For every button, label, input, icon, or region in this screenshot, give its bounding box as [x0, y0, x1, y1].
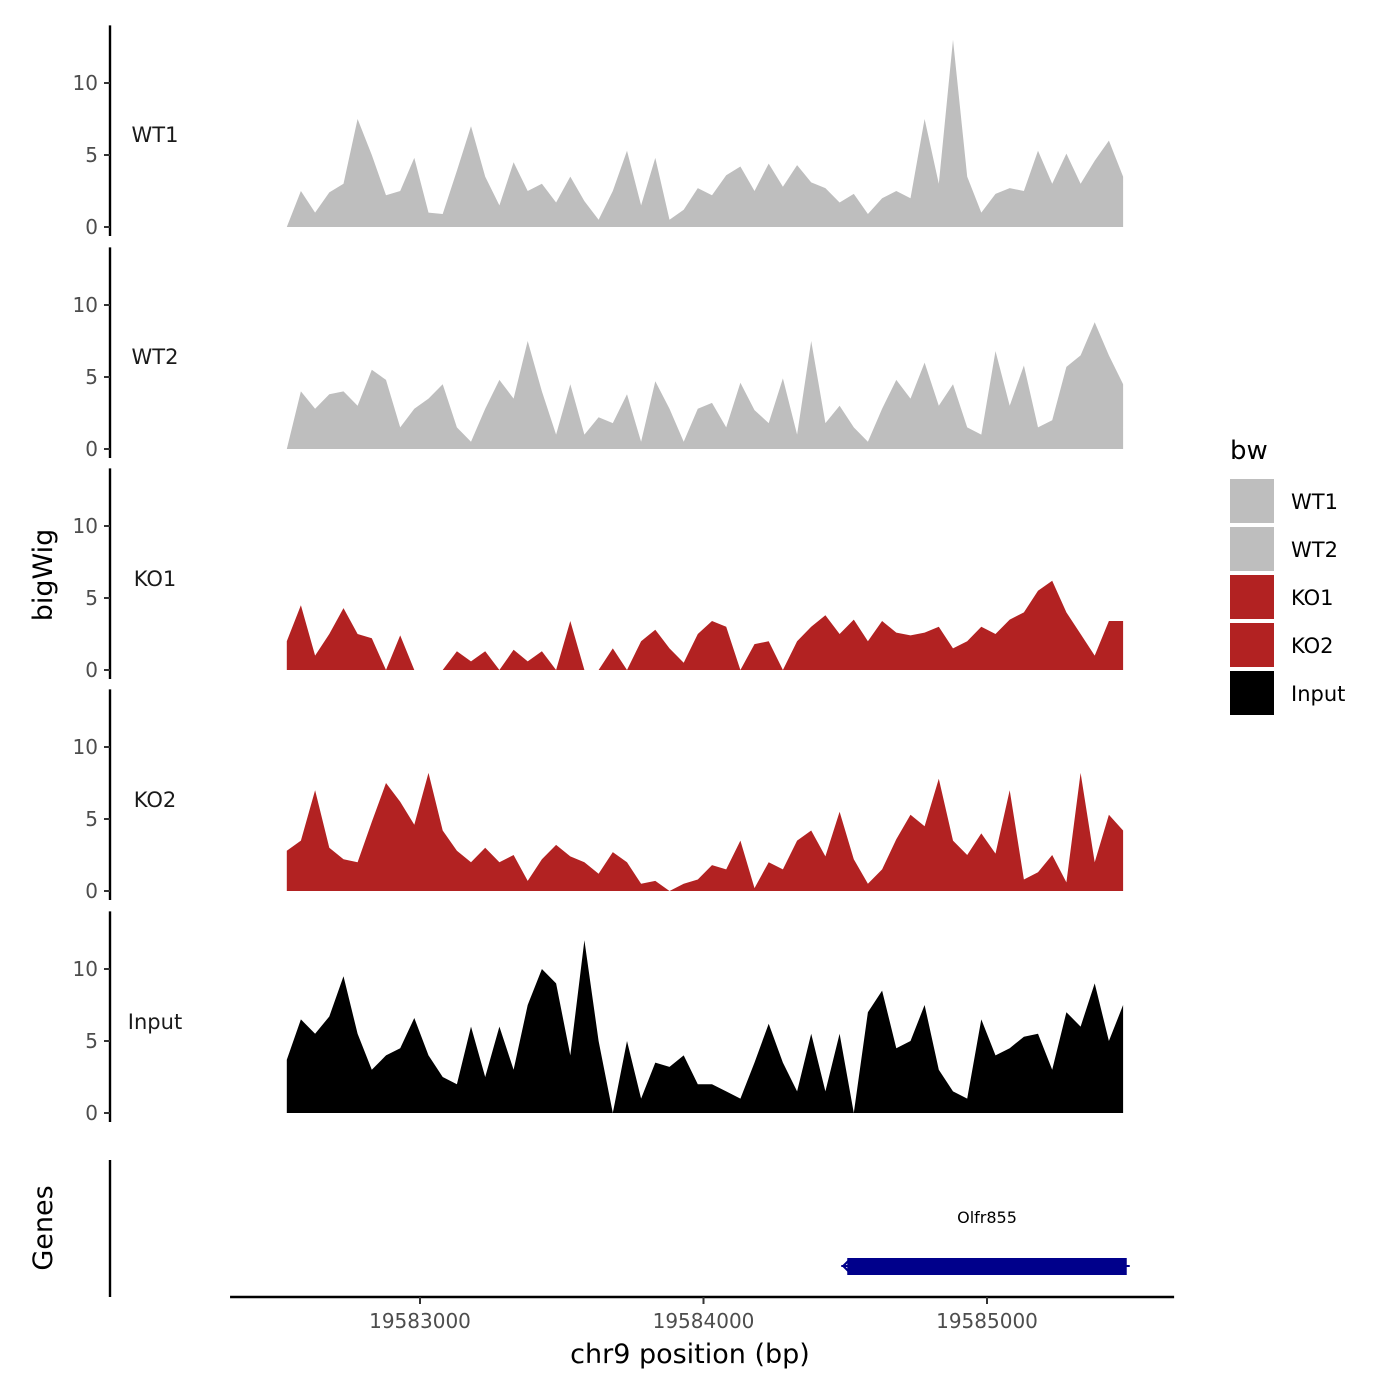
panel-label-ko1: KO1 [134, 567, 177, 591]
signal-area-wt2 [286, 322, 1124, 449]
y-tick-label: 5 [85, 365, 98, 389]
y-axis-title: bigWig [28, 529, 59, 622]
panel-label-input: Input [128, 1010, 182, 1034]
gene-olfr855: Olfr855 [841, 1208, 1130, 1275]
track-panel-ko2: 0 5 10 KO2 [73, 689, 1124, 903]
y-tick-label: 10 [73, 957, 98, 981]
y-tick-label: 0 [85, 437, 98, 461]
signal-area-ko1 [286, 580, 1124, 670]
legend-label: WT1 [1291, 490, 1338, 514]
y-tick-label: 10 [73, 71, 98, 95]
x-tick-label: 19585000 [936, 1309, 1038, 1333]
signal-area-wt1 [286, 39, 1124, 227]
y-tick-label: 0 [85, 1101, 98, 1125]
legend-swatch [1230, 623, 1274, 667]
panel-label-ko2: KO2 [134, 788, 177, 812]
y-tick-label: 10 [73, 735, 98, 759]
y-tick-label: 5 [85, 1029, 98, 1053]
legend-swatch [1230, 575, 1274, 619]
panel-label-wt2: WT2 [132, 345, 179, 369]
legend-swatch [1230, 479, 1274, 523]
legend-swatch [1230, 671, 1274, 715]
legend-item-input: Input [1230, 671, 1345, 715]
y-tick-label: 0 [85, 658, 98, 682]
y-tick-label: 5 [85, 586, 98, 610]
y-tick-label: 10 [73, 514, 98, 538]
legend-title: bw [1230, 436, 1268, 466]
x-tick-label: 19584000 [653, 1309, 755, 1333]
legend-swatch [1230, 527, 1274, 571]
signal-area-input [286, 940, 1124, 1113]
x-tick-label: 19583000 [369, 1309, 471, 1333]
track-panel-wt1: 0 5 10 WT1 [73, 25, 1124, 239]
legend-label: Input [1291, 682, 1345, 706]
legend-item-wt1: WT1 [1230, 479, 1338, 523]
y-tick-label: 0 [85, 215, 98, 239]
legend-item-wt2: WT2 [1230, 527, 1338, 571]
track-panel-ko1: 0 5 10 KO1 [73, 468, 1124, 682]
y-tick-label: 5 [85, 143, 98, 167]
genes-axis-title: Genes [28, 1185, 59, 1270]
y-tick-label: 5 [85, 807, 98, 831]
x-axis-title: chr9 position (bp) [570, 1339, 810, 1370]
track-panel-input: 0 5 10 Input [73, 911, 1124, 1125]
track-panel-wt2: 0 5 10 WT2 [73, 247, 1124, 461]
legend-label: KO2 [1291, 634, 1334, 658]
y-tick-label: 10 [73, 293, 98, 317]
panel-label-wt1: WT1 [132, 123, 179, 147]
legend-label: KO1 [1291, 586, 1334, 610]
legend-item-ko2: KO2 [1230, 623, 1334, 667]
y-tick-label: 0 [85, 879, 98, 903]
legend-item-ko1: KO1 [1230, 575, 1334, 619]
signal-area-ko2 [286, 772, 1124, 891]
strand-arrow-icon [841, 1260, 850, 1272]
gene-label: Olfr855 [957, 1208, 1017, 1227]
legend-label: WT2 [1291, 538, 1338, 562]
